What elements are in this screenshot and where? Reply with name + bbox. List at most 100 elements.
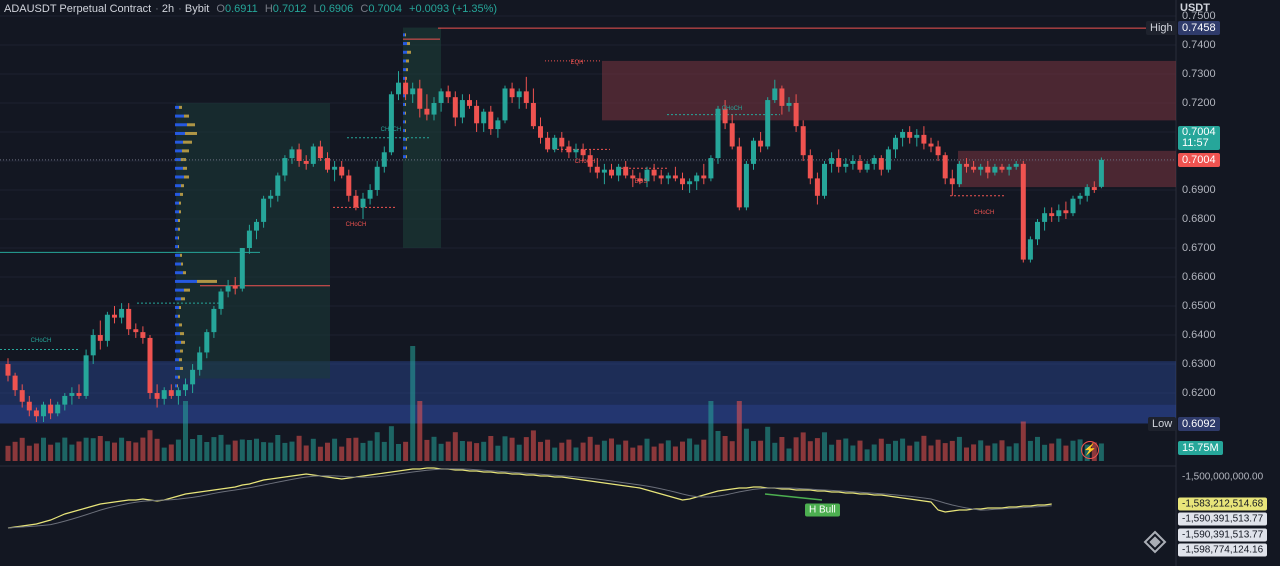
profile-bar [175, 262, 181, 266]
profile-bar [175, 219, 178, 222]
volume-bar [566, 439, 572, 461]
candle [758, 131, 764, 153]
volume-bar [772, 442, 778, 461]
volume-bar [885, 443, 891, 461]
candle-body [1063, 210, 1069, 214]
profile-bar [403, 146, 406, 150]
candle [360, 192, 366, 219]
range-box [403, 27, 441, 249]
candle [268, 189, 274, 208]
candle-body [410, 88, 416, 95]
volume-bar [218, 434, 224, 461]
volume-bar [246, 440, 252, 461]
volume-bar [609, 438, 614, 461]
high-value: 0.7012 [272, 3, 307, 15]
volume-bar [445, 441, 451, 461]
last-price-tag-secondary: 0.7004 [1178, 152, 1220, 167]
candle [303, 155, 309, 170]
candle-body [282, 158, 288, 176]
candle [999, 163, 1005, 173]
volume-bar [680, 441, 685, 461]
candle [566, 140, 572, 159]
volume-bar [708, 401, 714, 461]
candle-body [239, 248, 245, 289]
candle-body [1035, 221, 1040, 240]
price-tick: 0.7300 [1182, 67, 1216, 80]
profile-bar [175, 297, 181, 301]
zones-layer [0, 27, 1176, 424]
candle-body [942, 155, 948, 179]
volume-bar [1063, 445, 1069, 461]
candle-body [310, 146, 316, 164]
candle [616, 163, 622, 182]
profile-bar [184, 288, 190, 292]
volume-bar [424, 439, 430, 461]
candle [971, 160, 977, 173]
candle [907, 126, 913, 144]
volume-bar [268, 442, 274, 461]
candle-body [346, 175, 352, 196]
volume-bar [751, 441, 756, 461]
candle-body [388, 94, 394, 153]
candle [644, 166, 650, 188]
candle-body [722, 108, 728, 124]
candles[interactable] [5, 71, 1104, 423]
profile-bar [175, 184, 181, 188]
candle-body [5, 364, 11, 376]
candle-body [325, 158, 330, 170]
profile-bar [182, 149, 189, 153]
candle-body [864, 163, 870, 170]
candle-body [360, 198, 366, 208]
interval-label[interactable]: 2h [161, 3, 175, 15]
candle [609, 163, 614, 179]
volume-bar [1006, 446, 1012, 461]
indicator-value-3: -1,590,391,513.77 [1178, 528, 1268, 542]
volume-bar [97, 436, 103, 461]
candle-body [112, 314, 117, 318]
candle [55, 401, 61, 417]
candle [701, 163, 707, 185]
candle [1049, 207, 1055, 222]
chart-legend[interactable]: ADAUSDT Perpetual Contract · 2h · Bybit O0… [4, 3, 498, 15]
candle-body [680, 178, 685, 185]
alert-icon[interactable]: ⚡ [1081, 441, 1099, 459]
candle [225, 279, 231, 298]
candle-body [69, 393, 75, 396]
candle [523, 76, 529, 109]
profile-bar [175, 323, 179, 327]
volume-bar [396, 444, 401, 461]
volume-bar [360, 442, 366, 461]
candle-body [254, 221, 259, 231]
candle-body [580, 149, 586, 156]
candle [530, 88, 536, 130]
candle-body [48, 404, 54, 414]
profile-bar [187, 123, 195, 127]
volume-bar [538, 441, 543, 461]
candle [410, 82, 416, 103]
candle [1035, 219, 1040, 246]
indicator-value-2: -1,590,391,513.77 [1178, 512, 1268, 526]
candle-body [999, 166, 1005, 170]
candle-body [509, 88, 515, 98]
candle-body [807, 155, 813, 179]
candle [97, 320, 103, 350]
volume-bar [367, 440, 373, 461]
last-price-value: 0.7004 [1182, 125, 1216, 138]
symbol-title[interactable]: ADAUSDT Perpetual Contract [4, 3, 152, 15]
profile-bar [403, 94, 405, 98]
volume-bar [381, 441, 387, 461]
candle-body [104, 314, 110, 341]
candle [26, 395, 32, 417]
candle [942, 152, 948, 185]
profile-bar [175, 366, 180, 370]
candle-body [119, 308, 125, 318]
currency-label[interactable]: USDT [1180, 2, 1210, 14]
volume-bar [140, 437, 146, 461]
candle [538, 117, 543, 144]
low-label: L [313, 3, 320, 15]
candle-body [978, 166, 984, 170]
candle-body [779, 88, 785, 106]
candle-body [651, 169, 657, 176]
candle [452, 91, 458, 127]
